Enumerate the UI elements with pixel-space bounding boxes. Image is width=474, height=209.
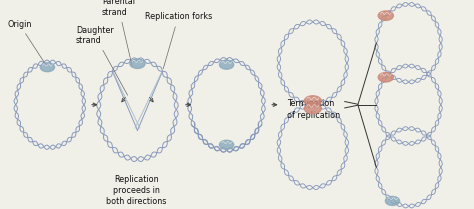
Text: Replication forks: Replication forks [145, 12, 212, 69]
Ellipse shape [130, 59, 145, 68]
Ellipse shape [219, 60, 234, 69]
Ellipse shape [378, 73, 393, 82]
Ellipse shape [304, 103, 321, 114]
Text: Replication
proceeds in
both directions: Replication proceeds in both directions [106, 175, 167, 206]
Ellipse shape [385, 196, 400, 205]
Ellipse shape [40, 63, 55, 72]
Ellipse shape [219, 140, 234, 149]
Text: Termination
of replication: Termination of replication [287, 99, 340, 120]
Ellipse shape [378, 11, 393, 20]
Text: Parental
strand: Parental strand [102, 0, 135, 66]
Ellipse shape [304, 96, 321, 106]
Text: Daughter
strand: Daughter strand [76, 26, 128, 95]
Text: Origin: Origin [7, 19, 46, 65]
